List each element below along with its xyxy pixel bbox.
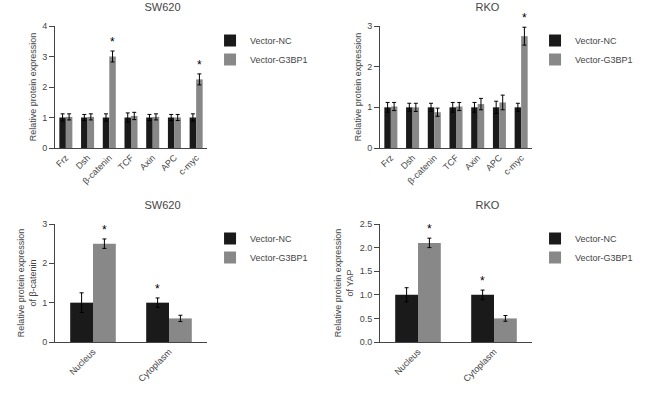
svg-text:Vector-NC: Vector-NC — [575, 36, 617, 46]
svg-text:SW620: SW620 — [144, 199, 180, 211]
svg-text:Relative protein expressionof: Relative protein expressionof β-catenin — [16, 229, 38, 338]
svg-text:c-myc: c-myc — [502, 152, 526, 176]
svg-text:3: 3 — [367, 21, 372, 31]
svg-text:1: 1 — [42, 298, 47, 308]
svg-text:Relative protein expression: Relative protein expression — [353, 33, 363, 142]
svg-text:β-catenin: β-catenin — [406, 153, 439, 186]
svg-text:1: 1 — [367, 102, 372, 112]
svg-text:0: 0 — [42, 143, 47, 153]
svg-text:*: * — [110, 35, 115, 49]
svg-text:2: 2 — [367, 62, 372, 72]
svg-text:1.5: 1.5 — [360, 266, 373, 276]
svg-text:Vector-G3BP1: Vector-G3BP1 — [575, 55, 633, 65]
svg-text:1.0: 1.0 — [360, 290, 373, 300]
svg-text:Vector-G3BP1: Vector-G3BP1 — [250, 253, 308, 263]
svg-text:0.0: 0.0 — [360, 337, 373, 347]
svg-text:*: * — [102, 223, 107, 237]
svg-text:Axin: Axin — [463, 153, 482, 172]
svg-text:RKO: RKO — [476, 1, 500, 13]
svg-text:0: 0 — [367, 143, 372, 153]
svg-text:APC: APC — [159, 152, 180, 173]
svg-text:APC: APC — [484, 152, 505, 173]
svg-text:RKO: RKO — [476, 199, 500, 211]
svg-text:Nucleus: Nucleus — [393, 346, 423, 376]
svg-text:Dsh: Dsh — [74, 153, 92, 171]
svg-text:Frz: Frz — [379, 152, 396, 169]
svg-text:3: 3 — [42, 52, 47, 62]
svg-text:1: 1 — [42, 113, 47, 123]
svg-text:0: 0 — [42, 337, 47, 347]
svg-text:Axin: Axin — [138, 153, 157, 172]
svg-text:c-myc: c-myc — [177, 152, 201, 176]
svg-text:2.0: 2.0 — [360, 243, 373, 253]
svg-text:Relative protein expression: Relative protein expression — [28, 33, 38, 142]
svg-text:Cytoplasm: Cytoplasm — [461, 347, 498, 384]
svg-text:Cytoplasm: Cytoplasm — [136, 347, 173, 384]
svg-text:Vector-NC: Vector-NC — [250, 36, 292, 46]
svg-text:2: 2 — [42, 82, 47, 92]
svg-text:Vector-NC: Vector-NC — [250, 234, 292, 244]
svg-text:*: * — [197, 58, 202, 72]
svg-text:Relative protein expressionof: Relative protein expressionof YAP — [333, 229, 355, 338]
svg-text:Vector-NC: Vector-NC — [575, 234, 617, 244]
svg-text:2: 2 — [42, 258, 47, 268]
svg-text:SW620: SW620 — [144, 1, 180, 13]
svg-text:β-catenin: β-catenin — [81, 153, 114, 186]
svg-text:TCF: TCF — [441, 152, 461, 172]
svg-text:3: 3 — [42, 219, 47, 229]
svg-text:*: * — [480, 274, 485, 288]
svg-text:4: 4 — [42, 21, 47, 31]
svg-text:Nucleus: Nucleus — [68, 346, 98, 376]
svg-text:Vector-G3BP1: Vector-G3BP1 — [575, 253, 633, 263]
svg-text:Dsh: Dsh — [399, 153, 417, 171]
svg-text:*: * — [427, 222, 432, 236]
svg-text:*: * — [155, 282, 160, 296]
svg-text:Vector-G3BP1: Vector-G3BP1 — [250, 55, 308, 65]
svg-text:TCF: TCF — [116, 152, 136, 172]
svg-text:Frz: Frz — [54, 152, 71, 169]
svg-text:2.5: 2.5 — [360, 219, 373, 229]
svg-text:*: * — [522, 11, 527, 25]
svg-text:0.5: 0.5 — [360, 314, 373, 324]
